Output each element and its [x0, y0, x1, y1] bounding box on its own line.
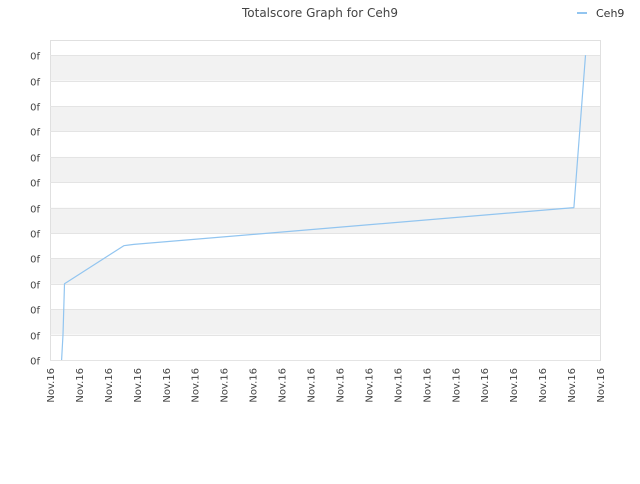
band-11 [50, 55, 600, 81]
x-tick-label: Nov.16 [307, 368, 318, 403]
band-3 [50, 258, 600, 284]
band-0 [50, 334, 600, 360]
series-line-ceh9 [61, 55, 587, 361]
y-tick-label: 0f [30, 230, 40, 241]
x-tick-label: Nov.16 [567, 368, 578, 403]
x-tick-label: Nov.16 [249, 368, 260, 403]
x-tick-label: Nov.16 [162, 368, 173, 403]
x-tick-label: Nov.16 [335, 368, 346, 403]
band-1 [50, 309, 600, 335]
x-tick-label: Nov.16 [133, 368, 144, 403]
chart-title: Totalscore Graph for Ceh9 [241, 6, 398, 20]
y-tick-label: 0f [30, 128, 40, 139]
x-tick-label: Nov.16 [220, 368, 231, 403]
y-tick-label: 0f [30, 255, 40, 266]
series-layer [61, 55, 587, 361]
y-tick-label: 0f [30, 154, 40, 165]
band-7 [50, 156, 600, 183]
band-10 [50, 80, 600, 107]
band-8 [50, 131, 600, 157]
x-tick-label: Nov.16 [278, 368, 289, 403]
x-tick-label: Nov.16 [393, 368, 404, 403]
band-4 [50, 233, 600, 259]
x-tick-label: Nov.16 [451, 368, 462, 403]
band-6 [50, 182, 600, 208]
band-12 [50, 40, 600, 56]
legend-label: Ceh9 [596, 7, 624, 20]
x-tick-label: Nov.16 [596, 368, 607, 403]
y-tick-label: 0f [30, 103, 40, 114]
x-tick-label: Nov.16 [509, 368, 520, 403]
y-tick-label: 0f [30, 306, 40, 317]
x-tick-label: Nov.16 [191, 368, 202, 403]
y-tick-label: 0f [30, 281, 40, 292]
band-2 [50, 283, 600, 310]
legend: Ceh9 [577, 7, 624, 20]
x-tick-label: Nov.16 [46, 368, 57, 403]
x-axis-tick-labels: Nov.16 Nov.16 Nov.16 Nov.16 Nov.16 Nov.16 Nov.… [46, 368, 607, 403]
y-tick-label: 0f [30, 78, 40, 89]
x-tick-label: Nov.16 [104, 368, 115, 403]
x-tick-label: Nov.16 [480, 368, 491, 403]
y-axis-tick-labels: 0f 0f 0f 0f 0f 0f 0f 0f 0f 0f 0f 0f 0f [30, 52, 40, 368]
band-5 [50, 207, 600, 234]
y-tick-label: 0f [30, 179, 40, 190]
x-tick-label: Nov.16 [75, 368, 86, 403]
x-tick-label: Nov.16 [422, 368, 433, 403]
x-tick-label: Nov.16 [364, 368, 375, 403]
x-tick-label: Nov.16 [538, 368, 549, 403]
band-9 [50, 106, 600, 132]
plot-background-bands [50, 40, 600, 360]
y-tick-label: 0f [30, 205, 40, 216]
y-tick-label: 0f [30, 52, 40, 63]
gridlines [50, 55, 600, 361]
y-tick-label: 0f [30, 332, 40, 343]
y-tick-label: 0f [30, 357, 40, 368]
